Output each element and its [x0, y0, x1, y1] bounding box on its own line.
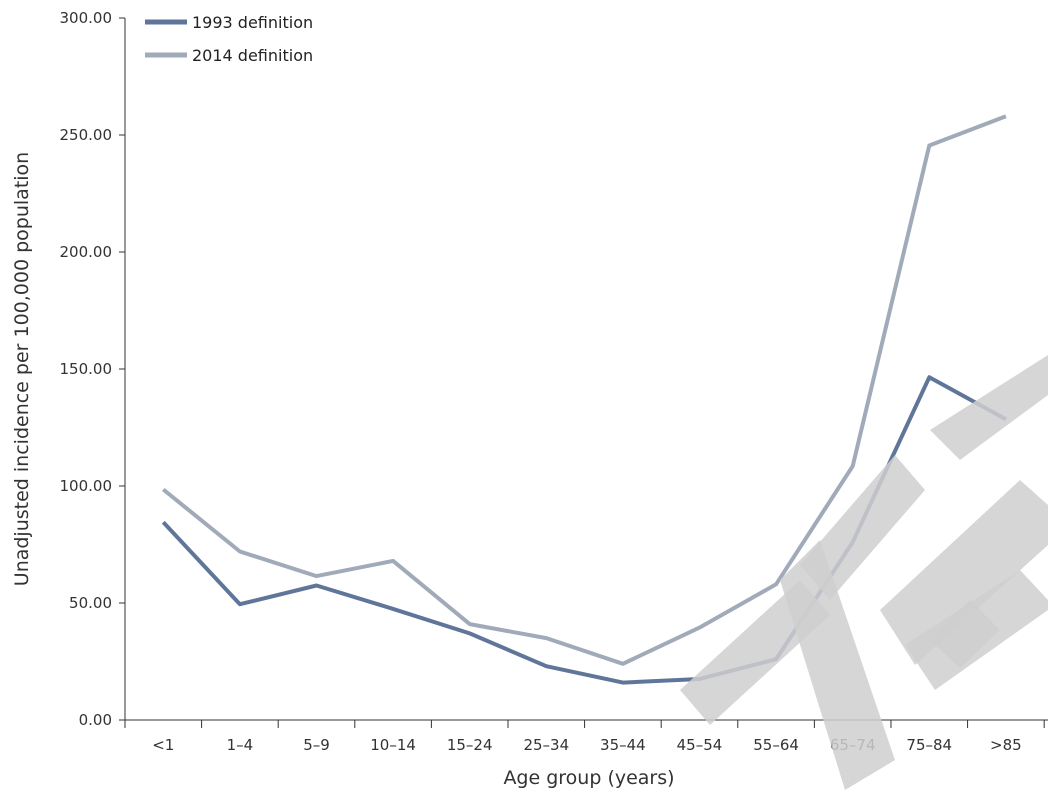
- legend: 1993 definition 2014 definition: [145, 13, 313, 65]
- y-tick-label: 200.00: [60, 243, 113, 261]
- legend-label-1: 2014 definition: [192, 46, 313, 65]
- watermark-stroke-3: [800, 455, 925, 600]
- x-tick-label: 5–9: [303, 736, 330, 754]
- y-tick-label: 250.00: [60, 126, 113, 144]
- y-tick-label: 150.00: [60, 360, 113, 378]
- x-tick-label: >85: [990, 736, 1022, 754]
- x-tick-label: 45–54: [677, 736, 723, 754]
- x-tick-label: 55–64: [753, 736, 799, 754]
- x-tick-label: <1: [152, 736, 174, 754]
- y-axis-ticks: 0.00 50.00 100.00 150.00 200.00 250.00 300.00: [60, 9, 125, 729]
- x-axis-title: Age group (years): [503, 767, 674, 789]
- x-axis-ticks: <11–45–910–1415–2425–3435–4445–5455–6465…: [124, 720, 1045, 754]
- watermark-stroke-2: [780, 540, 895, 790]
- y-axis-title: Unadjusted incidence per 100,000 populat…: [11, 152, 33, 586]
- y-tick-label: 50.00: [69, 594, 112, 612]
- watermark-stroke-7: [930, 355, 1048, 460]
- x-tick-label: 1–4: [227, 736, 254, 754]
- series-line-1: [162, 114, 1007, 666]
- watermark: [680, 355, 1048, 790]
- y-tick-label: 300.00: [60, 9, 113, 27]
- x-tick-label: 15–24: [447, 736, 493, 754]
- legend-label-0: 1993 definition: [192, 13, 313, 32]
- x-tick-label: 75–84: [906, 736, 952, 754]
- y-tick-label: 100.00: [60, 477, 113, 495]
- watermark-stroke-4: [880, 480, 1048, 665]
- x-tick-label: 10–14: [370, 736, 416, 754]
- series-lines: [161, 114, 1007, 685]
- watermark-stroke-6: [905, 570, 1048, 690]
- y-tick-label: 0.00: [79, 711, 112, 729]
- x-tick-label: 35–44: [600, 736, 646, 754]
- x-tick-label: 25–34: [523, 736, 569, 754]
